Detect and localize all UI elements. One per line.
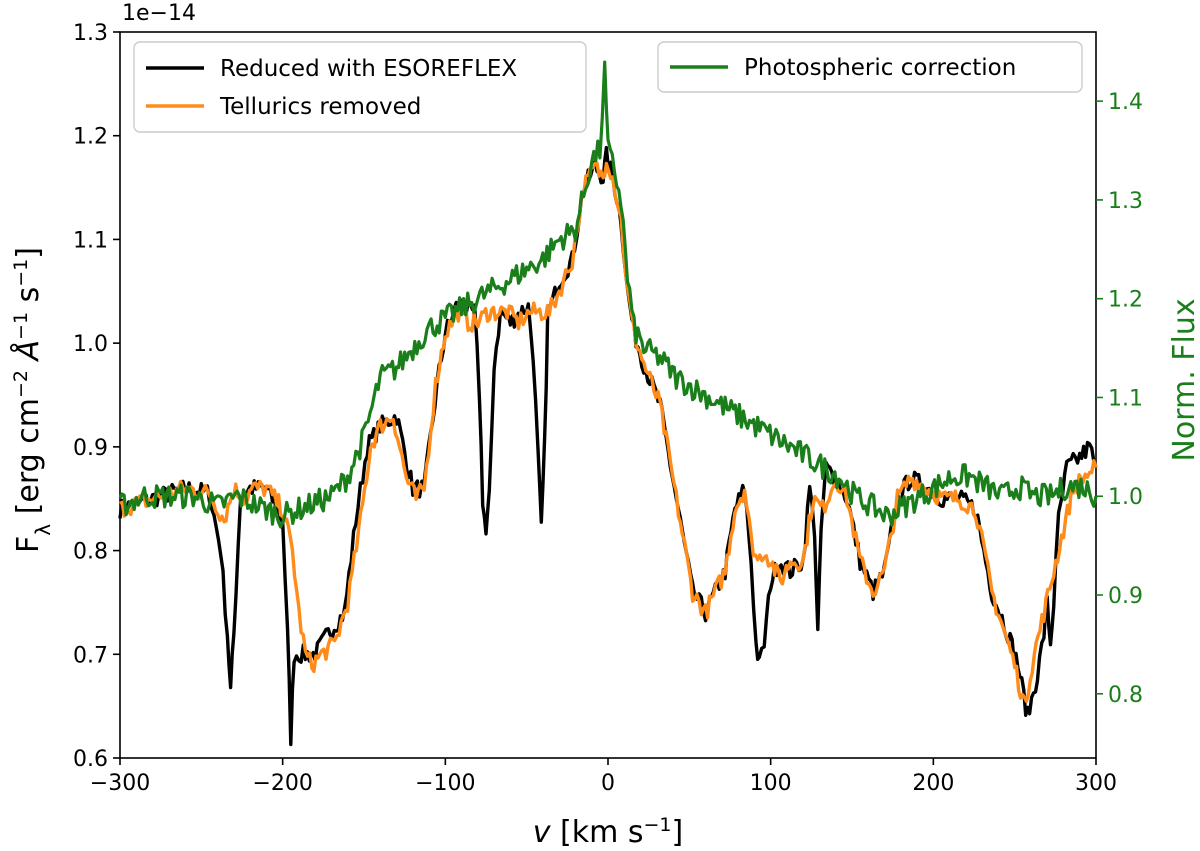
x-tick-label: 100 [750, 771, 792, 796]
y-left-axis-ticks: 0.6 0.7 0.8 0.9 1.0 1.1 1.2 1.3 [73, 21, 120, 772]
x-tick-label: 0 [601, 771, 615, 796]
legend-label-tellurics: Tellurics removed [219, 94, 421, 120]
y-right-tick-label: 1.1 [1108, 386, 1143, 411]
series-line-photospheric-correction [118, 60, 1098, 529]
legend-right-box [657, 41, 1083, 93]
y-left-tick-label: 1.3 [73, 21, 108, 46]
legend-right: Photospheric correction [657, 41, 1083, 93]
plot-area: −300 −200 −100 0 100 200 300 0.6 0.7 0.8 0.9 1.0 1.… [73, 21, 1143, 796]
y-right-tick-label: 1.4 [1108, 90, 1143, 115]
series-layer [118, 60, 1098, 747]
y-right-axis-ticks: 0.8 0.9 1.0 1.1 1.2 1.3 1.4 [1096, 90, 1143, 708]
y-left-tick-label: 0.9 [73, 436, 108, 461]
y-left-tick-label: 1.1 [73, 228, 108, 253]
x-axis-ticks: −300 −200 −100 0 100 200 300 [90, 758, 1117, 796]
y-left-tick-label: 1.2 [73, 125, 108, 150]
y-right-tick-label: 0.9 [1108, 584, 1143, 609]
y-right-tick-label: 1.2 [1108, 288, 1143, 313]
series-line-reduced-with-esoreflex [118, 145, 1098, 747]
x-tick-label: −100 [415, 771, 475, 796]
legend-label-photospheric: Photospheric correction [744, 55, 1016, 81]
x-tick-label: 200 [912, 771, 954, 796]
legend-left-box [133, 41, 587, 133]
x-tick-label: −200 [252, 771, 312, 796]
y-left-tick-label: 0.7 [73, 643, 108, 668]
x-axis-title: v [km s−1] [533, 814, 684, 850]
y-right-tick-label: 1.0 [1108, 485, 1143, 510]
x-tick-label: 300 [1075, 771, 1117, 796]
y-right-tick-label: 0.8 [1108, 683, 1143, 708]
y-left-tick-label: 0.8 [73, 540, 108, 565]
offset-text: 1e−14 [122, 1, 196, 26]
legend-left: Reduced with ESOREFLEX Tellurics removed [133, 41, 587, 133]
legend-label-reduced: Reduced with ESOREFLEX [220, 56, 517, 82]
y-right-tick-label: 1.3 [1108, 189, 1143, 214]
y-right-axis-title: Norm. Flux [1167, 298, 1200, 461]
x-tick-label: −300 [90, 771, 150, 796]
y-left-tick-label: 1.0 [73, 332, 108, 357]
series-line-tellurics-removed [119, 161, 1098, 703]
y-left-tick-label: 0.6 [73, 747, 108, 772]
y-left-axis-title: Fλ [erg cm−2 Å−1 s−1] [10, 247, 55, 553]
